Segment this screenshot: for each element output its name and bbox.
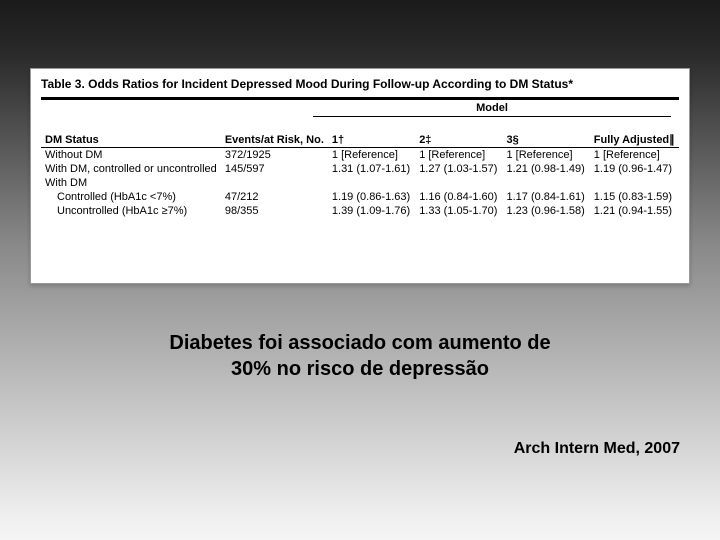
cell-events: 98/355 bbox=[221, 204, 328, 218]
cell-adj: 1.21 (0.94-1.55) bbox=[590, 204, 679, 218]
model-label: Model bbox=[313, 102, 671, 114]
table-row: With DM, controlled or uncontrolled145/5… bbox=[41, 162, 679, 176]
cell-m1: 1.19 (0.86-1.63) bbox=[328, 190, 415, 204]
model-header: Model bbox=[41, 102, 679, 132]
col-adj: Fully Adjusted∥ bbox=[590, 132, 679, 147]
cell-m2: 1.16 (0.84-1.60) bbox=[415, 190, 502, 204]
cell-m1: 1.31 (1.07-1.61) bbox=[328, 162, 415, 176]
cell-adj: 1.15 (0.83-1.59) bbox=[590, 190, 679, 204]
cell-m2: 1 [Reference] bbox=[415, 148, 502, 162]
cell-events bbox=[221, 176, 328, 190]
cell-events: 372/1925 bbox=[221, 148, 328, 162]
cell-status: With DM bbox=[41, 176, 221, 190]
cell-status: Without DM bbox=[41, 148, 221, 162]
citation: Arch Intern Med, 2007 bbox=[514, 440, 680, 458]
odds-ratio-table: DM Status Events/at Risk, No. 1† 2‡ 3§ F… bbox=[41, 132, 679, 218]
col-events: Events/at Risk, No. bbox=[221, 132, 328, 147]
col-m2: 2‡ bbox=[415, 132, 502, 147]
rule-top bbox=[41, 97, 679, 100]
cell-m1: 1.39 (1.09-1.76) bbox=[328, 204, 415, 218]
col-m3: 3§ bbox=[502, 132, 589, 147]
cell-m2: 1.27 (1.03-1.57) bbox=[415, 162, 502, 176]
table-row: Without DM372/19251 [Reference]1 [Refere… bbox=[41, 148, 679, 162]
caption-line1: Diabetes foi associado com aumento de bbox=[169, 332, 550, 354]
table-container: Table 3. Odds Ratios for Incident Depres… bbox=[30, 68, 690, 284]
cell-m2: 1.33 (1.05-1.70) bbox=[415, 204, 502, 218]
col-status: DM Status bbox=[41, 132, 221, 147]
table-row: Controlled (HbA1c <7%)47/2121.19 (0.86-1… bbox=[41, 190, 679, 204]
cell-m3: 1.21 (0.98-1.49) bbox=[502, 162, 589, 176]
cell-events: 47/212 bbox=[221, 190, 328, 204]
cell-status: Controlled (HbA1c <7%) bbox=[41, 190, 221, 204]
cell-m3: 1.23 (0.96-1.58) bbox=[502, 204, 589, 218]
cell-adj: 1.19 (0.96-1.47) bbox=[590, 162, 679, 176]
cell-m3: 1.17 (0.84-1.61) bbox=[502, 190, 589, 204]
table-title: Table 3. Odds Ratios for Incident Depres… bbox=[41, 77, 679, 91]
cell-m1 bbox=[328, 176, 415, 190]
cell-adj bbox=[590, 176, 679, 190]
model-rule bbox=[313, 116, 671, 117]
slide-caption: Diabetes foi associado com aumento de 30… bbox=[0, 330, 720, 382]
cell-m2 bbox=[415, 176, 502, 190]
table-row: With DM bbox=[41, 176, 679, 190]
cell-status: Uncontrolled (HbA1c ≥7%) bbox=[41, 204, 221, 218]
cell-m3 bbox=[502, 176, 589, 190]
caption-line2: 30% no risco de depressão bbox=[231, 358, 489, 380]
table-row: Uncontrolled (HbA1c ≥7%)98/3551.39 (1.09… bbox=[41, 204, 679, 218]
cell-adj: 1 [Reference] bbox=[590, 148, 679, 162]
cell-m3: 1 [Reference] bbox=[502, 148, 589, 162]
cell-m1: 1 [Reference] bbox=[328, 148, 415, 162]
table-header-row: DM Status Events/at Risk, No. 1† 2‡ 3§ F… bbox=[41, 132, 679, 147]
cell-events: 145/597 bbox=[221, 162, 328, 176]
cell-status: With DM, controlled or uncontrolled bbox=[41, 162, 221, 176]
col-m1: 1† bbox=[328, 132, 415, 147]
